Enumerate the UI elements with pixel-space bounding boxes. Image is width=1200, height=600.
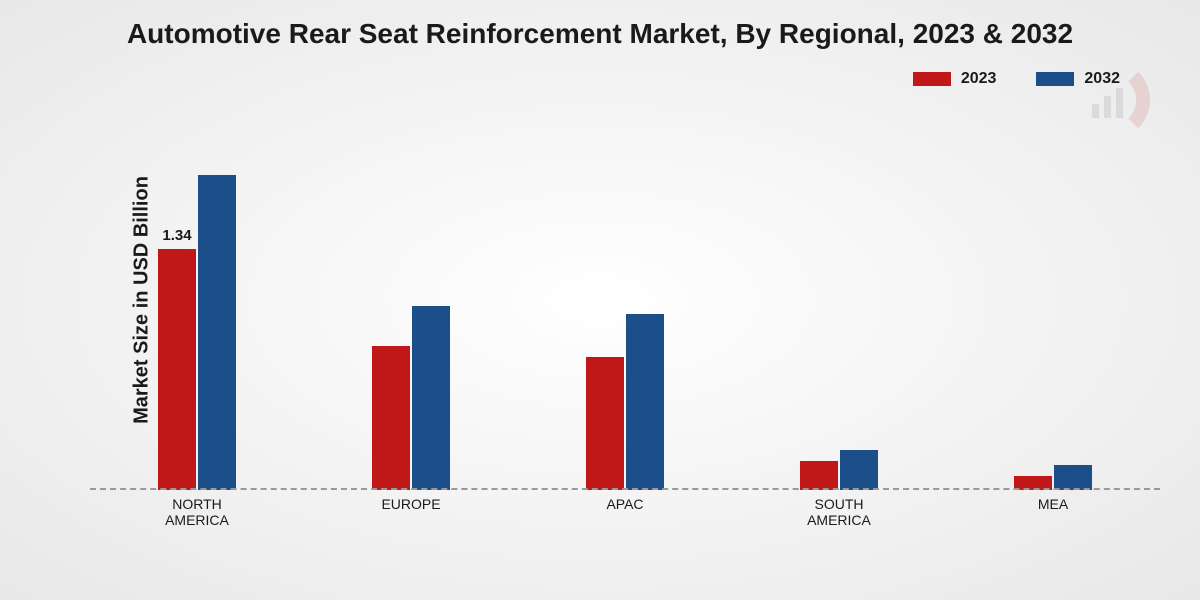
bar-y2032 bbox=[626, 314, 664, 490]
bar-y2023: 1.34 bbox=[158, 249, 196, 490]
bar-y2023 bbox=[586, 357, 624, 490]
bar-groups: 1.34 bbox=[90, 130, 1160, 490]
bar-y2032 bbox=[198, 175, 236, 490]
x-axis-labels: NORTHAMERICAEUROPEAPACSOUTHAMERICAMEA bbox=[90, 490, 1160, 530]
bar-y2032 bbox=[412, 306, 450, 490]
x-axis-label: EUROPE bbox=[304, 490, 518, 530]
x-axis-label: MEA bbox=[946, 490, 1160, 530]
legend: 2023 2032 bbox=[913, 70, 1120, 88]
bar-y2032 bbox=[1054, 465, 1092, 490]
bar-group bbox=[946, 465, 1160, 490]
legend-item-y2032: 2032 bbox=[1036, 70, 1120, 88]
x-axis-label: SOUTHAMERICA bbox=[732, 490, 946, 530]
bar-y2032 bbox=[840, 450, 878, 490]
legend-swatch bbox=[913, 72, 951, 86]
bar-value-label: 1.34 bbox=[162, 227, 191, 244]
legend-label: 2032 bbox=[1084, 70, 1120, 88]
chart-title: Automotive Rear Seat Reinforcement Marke… bbox=[0, 0, 1200, 50]
bar-group bbox=[304, 306, 518, 490]
x-axis-label: NORTHAMERICA bbox=[90, 490, 304, 530]
bar-group: 1.34 bbox=[90, 175, 304, 490]
legend-item-y2023: 2023 bbox=[913, 70, 997, 88]
bar-y2023 bbox=[372, 346, 410, 490]
x-axis-label: APAC bbox=[518, 490, 732, 530]
bar-group bbox=[518, 314, 732, 490]
bar-group bbox=[732, 450, 946, 490]
plot-area: 1.34 NORTHAMERICAEUROPEAPACSOUTHAMERICAM… bbox=[90, 130, 1160, 530]
bar-y2023 bbox=[800, 461, 838, 490]
legend-swatch bbox=[1036, 72, 1074, 86]
legend-label: 2023 bbox=[961, 70, 997, 88]
